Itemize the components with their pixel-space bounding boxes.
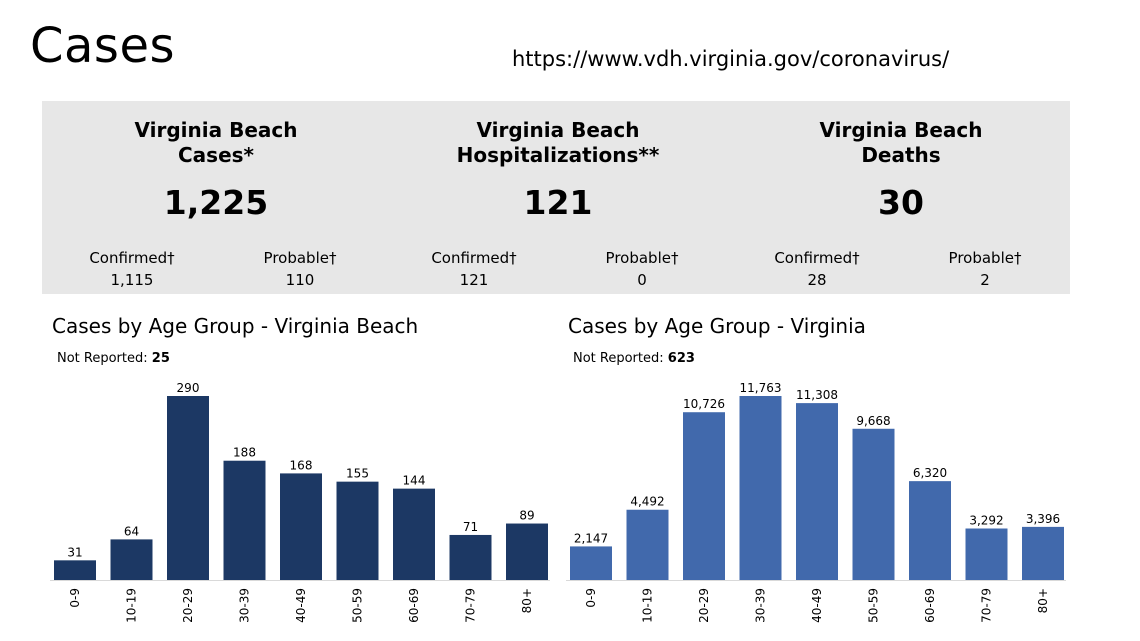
not-reported-label: Not Reported: (57, 351, 148, 366)
bar-60-69 (909, 481, 951, 580)
x-tick-label: 60-69 (407, 588, 421, 623)
bar-20-29 (683, 412, 725, 580)
x-tick-label: 40-49 (294, 588, 308, 623)
stats-panel: Virginia Beach Cases* 1,225 Confirmed† 1… (42, 101, 1070, 294)
data-label: 290 (177, 381, 200, 395)
bar-40-49 (796, 403, 838, 580)
bar-70-79 (965, 528, 1008, 580)
x-tick-label: 50-59 (867, 588, 881, 623)
confirmed-value: 1,115 (110, 271, 154, 289)
bar-80+ (1022, 526, 1064, 580)
bar-80+ (506, 523, 548, 580)
x-tick-label: 80+ (1036, 588, 1050, 613)
confirmed-label: Confirmed† (431, 249, 517, 267)
data-label: 2,147 (574, 531, 608, 545)
chart-title-virginia-beach: Cases by Age Group - Virginia Beach (52, 314, 419, 338)
bar-30-39 (739, 396, 782, 580)
x-tick-label: 30-39 (754, 588, 768, 623)
bar-10-19 (626, 509, 669, 580)
stat-hospitalizations: Virginia Beach Hospitalizations** 121 Co… (386, 101, 730, 294)
data-label: 3,292 (969, 514, 1003, 528)
probable-label: Probable† (605, 249, 679, 267)
x-tick-label: 70-79 (980, 588, 994, 623)
not-reported-label: Not Reported: (573, 351, 664, 366)
x-tick-label: 20-29 (697, 588, 711, 623)
bar-50-59 (852, 428, 895, 580)
probable-value: 110 (285, 271, 315, 289)
bar-20-29 (167, 396, 209, 580)
not-reported-virginia-beach: Not Reported: 25 (57, 351, 170, 366)
stat-deaths: Virginia Beach Deaths 30 Confirmed† 28 P… (729, 101, 1073, 294)
confirmed-value: 28 (807, 271, 827, 289)
source-url[interactable]: https://www.vdh.virginia.gov/coronavirus… (512, 47, 950, 71)
stat-cases: Virginia Beach Cases* 1,225 Confirmed† 1… (44, 101, 388, 294)
confirmed-value: 121 (459, 271, 489, 289)
bar-chart-virginia-beach: 31 0-9 64 10-19 290 20-29 188 30-39 168 40-49 155 5… (50, 381, 550, 623)
stat-probable: Probable† 110 (240, 248, 360, 290)
x-tick-label: 0-9 (584, 588, 598, 608)
confirmed-label: Confirmed† (774, 249, 860, 267)
x-tick-label: 20-29 (181, 588, 195, 623)
stat-total: 121 (523, 183, 593, 222)
stat-title: Virginia Beach Hospitalizations** (456, 118, 660, 167)
not-reported-value: 25 (151, 351, 170, 366)
data-label: 6,320 (913, 466, 947, 480)
x-tick-label: 10-19 (641, 588, 655, 623)
probable-label: Probable† (948, 249, 1022, 267)
stat-probable: Probable† 2 (925, 248, 1045, 290)
stat-title: Virginia Beach Deaths (819, 118, 983, 167)
data-label: 31 (67, 545, 82, 559)
slide-title: Cases (30, 18, 175, 74)
bar-70-79 (449, 534, 492, 580)
data-label: 155 (346, 467, 369, 481)
x-tick-label: 70-79 (464, 588, 478, 623)
stat-total: 30 (878, 183, 924, 222)
x-tick-label: 80+ (520, 588, 534, 613)
data-label: 11,308 (796, 388, 838, 402)
stat-total: 1,225 (163, 183, 269, 222)
data-label: 3,396 (1026, 512, 1060, 526)
x-tick-label: 60-69 (923, 588, 937, 623)
data-label: 71 (463, 520, 478, 534)
stat-confirmed: Confirmed† 1,115 (72, 248, 192, 290)
x-tick-label: 50-59 (351, 588, 365, 623)
bar-0-9 (570, 546, 612, 580)
bar-40-49 (280, 473, 322, 580)
stat-confirmed: Confirmed† 121 (414, 248, 534, 290)
not-reported-value: 623 (667, 351, 695, 366)
probable-label: Probable† (263, 249, 337, 267)
data-label: 11,763 (740, 381, 782, 395)
stat-title: Virginia Beach Cases* (134, 118, 298, 167)
data-label: 64 (124, 524, 139, 538)
x-tick-label: 0-9 (68, 588, 82, 608)
probable-value: 2 (980, 271, 990, 289)
bar-10-19 (110, 539, 153, 580)
data-label: 89 (519, 509, 534, 523)
probable-value: 0 (637, 271, 647, 289)
stat-confirmed: Confirmed† 28 (757, 248, 877, 290)
data-label: 10,726 (683, 397, 725, 411)
x-tick-label: 10-19 (125, 588, 139, 623)
data-label: 188 (233, 446, 256, 460)
bar-chart-virginia: 2,147 0-9 4,492 10-19 10,726 20-29 11,763 30-39… (566, 381, 1066, 623)
x-tick-label: 40-49 (810, 588, 824, 623)
bar-50-59 (336, 481, 379, 580)
data-label: 4,492 (630, 495, 664, 509)
stat-probable: Probable† 0 (582, 248, 702, 290)
data-label: 144 (403, 474, 426, 488)
bar-30-39 (223, 460, 266, 580)
data-label: 9,668 (856, 414, 890, 428)
data-label: 168 (290, 458, 313, 472)
bar-0-9 (54, 560, 96, 580)
confirmed-label: Confirmed† (89, 249, 175, 267)
not-reported-virginia: Not Reported: 623 (573, 351, 695, 366)
x-tick-label: 30-39 (238, 588, 252, 623)
chart-title-virginia: Cases by Age Group - Virginia (568, 314, 866, 338)
bar-60-69 (393, 488, 435, 580)
